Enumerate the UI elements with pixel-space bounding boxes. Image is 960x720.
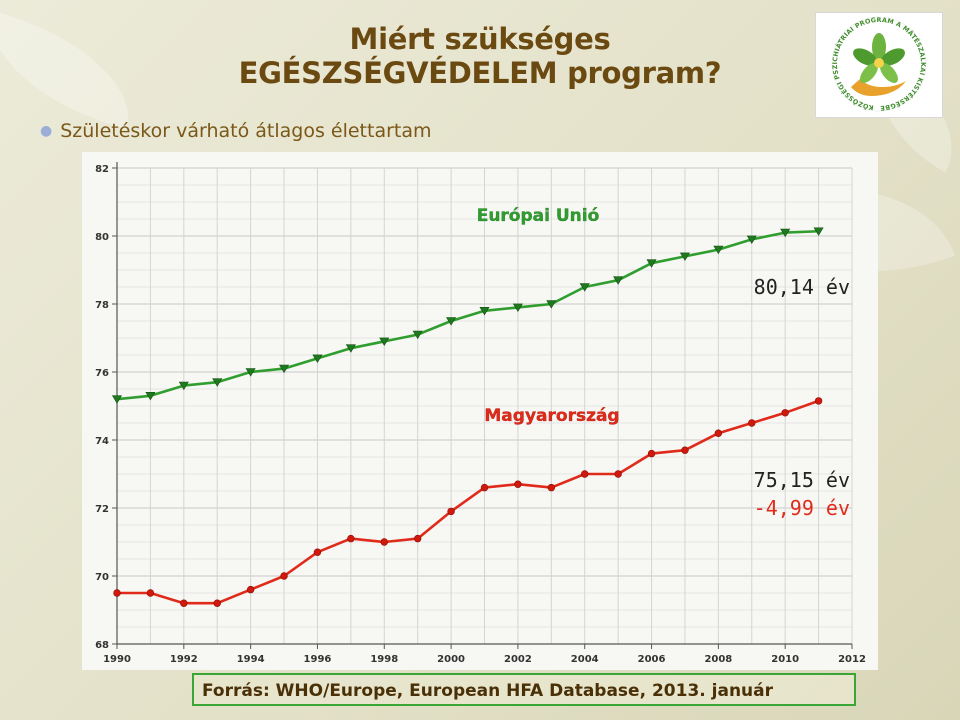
data-point-hungary: [213, 599, 221, 607]
eu-value-annotation: 80,14 év: [754, 275, 850, 299]
data-point-hungary: [380, 538, 388, 546]
bullet-text: Születéskor várható átlagos élettartam: [60, 120, 432, 142]
data-point-eu: [546, 300, 557, 309]
legend-label-eu: Európai Unió: [477, 206, 600, 226]
data-point-hungary: [714, 429, 723, 437]
x-tick-label: 2006: [638, 654, 666, 665]
y-tick-label: 72: [95, 504, 109, 515]
data-point-eu: [713, 245, 724, 255]
x-tick-label: 2008: [704, 654, 732, 665]
data-point-eu: [245, 368, 256, 377]
program-logo-graphic: KÖZÖSSÉGI PSZICHIÁTRIAI PROGRAM A MÁTÉSZ…: [813, 7, 927, 112]
y-tick-label: 70: [95, 572, 109, 583]
data-point-hungary: [180, 599, 188, 607]
y-tick-label: 74: [95, 436, 109, 447]
x-tick-label: 1992: [170, 654, 198, 665]
data-point-hungary: [246, 585, 255, 594]
data-point-hungary: [347, 534, 355, 543]
data-point-hungary: [413, 534, 422, 543]
data-point-eu: [613, 276, 624, 285]
y-tick-label: 68: [95, 640, 109, 651]
data-point-hungary: [514, 480, 522, 488]
data-point-hungary: [280, 572, 288, 580]
data-point-hungary: [681, 446, 689, 454]
source-box: Forrás: WHO/Europe, European HFA Databas…: [192, 673, 856, 706]
data-point-eu: [412, 330, 423, 340]
chart-series: [111, 227, 824, 607]
data-point-eu: [145, 392, 156, 401]
data-point-hungary: [447, 507, 455, 516]
gap-annotation: -4,99 év: [754, 496, 850, 520]
data-point-eu: [746, 235, 757, 244]
data-point-hungary: [146, 589, 155, 597]
data-point-eu: [646, 259, 657, 268]
x-tick-label: 1998: [370, 654, 398, 665]
program-logo: KÖZÖSSÉGI PSZICHIÁTRIAI PROGRAM A MÁTÉSZ…: [813, 7, 943, 118]
line-chart-svg: 68 70 72 74 76 78 80 82 1990 1992 1994 1996 1998 2000…: [82, 152, 878, 670]
chart-axes: 68 70 72 74 76 78 80 82 1990 1992 1994 1996 1998 2000…: [95, 162, 866, 665]
data-point-eu: [178, 381, 189, 391]
x-tick-label: 1990: [103, 654, 131, 665]
green-leaf-flower-in-hand-icon: [851, 33, 906, 96]
data-point-hungary: [614, 470, 622, 478]
series-line-eu: [116, 229, 819, 401]
data-point-hungary: [814, 397, 823, 405]
y-tick-label: 80: [95, 232, 109, 243]
x-tick-label: 2002: [504, 654, 532, 665]
data-point-eu: [312, 354, 323, 363]
bullet-dot-icon: ●: [40, 123, 53, 139]
data-point-eu: [512, 303, 523, 312]
chart-background: [82, 152, 878, 670]
slide-title: Miért szükséges EGÉSZSÉGVÉDELEM program?: [230, 22, 730, 90]
data-point-hungary: [647, 449, 656, 458]
chart-grid: [116, 167, 853, 645]
hungary-value-annotation: 75,15 év: [754, 468, 850, 492]
background-leaf-decoration: [0, 10, 148, 130]
data-point-eu: [780, 228, 791, 238]
life-expectancy-chart: 68 70 72 74 76 78 80 82 1990 1992 1994 1996 1998 2000…: [82, 152, 878, 670]
data-point-eu: [813, 227, 824, 236]
x-tick-label: 1996: [304, 654, 332, 665]
data-point-hungary: [781, 409, 789, 417]
data-point-hungary: [480, 483, 489, 492]
legend-label-hungary: Magyarország: [484, 406, 619, 426]
data-point-eu: [579, 283, 590, 292]
bullet-item: ● Születéskor várható átlagos élettartam: [40, 120, 432, 142]
data-point-eu: [446, 317, 457, 326]
data-point-eu: [679, 252, 690, 261]
data-point-hungary: [748, 419, 756, 427]
data-point-hungary: [581, 470, 589, 478]
data-point-eu: [345, 344, 356, 353]
x-tick-label: 2000: [437, 654, 465, 665]
data-point-eu: [479, 307, 490, 316]
source-text: Forrás: WHO/Europe, European HFA Databas…: [202, 681, 774, 701]
data-point-eu: [279, 364, 290, 374]
y-tick-label: 76: [95, 368, 109, 379]
series-line-hungary: [117, 399, 820, 605]
data-point-hungary: [113, 589, 121, 597]
x-tick-label: 2010: [771, 654, 799, 665]
y-tick-label: 78: [95, 300, 109, 311]
x-tick-label: 2004: [571, 654, 599, 665]
data-point-eu: [111, 395, 123, 404]
x-tick-label: 1994: [237, 654, 265, 665]
data-point-eu: [379, 337, 390, 346]
data-point-eu: [212, 378, 223, 387]
x-tick-label: 2012: [838, 654, 866, 665]
slide-title-line-1: Miért szükséges: [349, 22, 611, 56]
y-tick-label: 82: [95, 164, 109, 175]
data-point-hungary: [547, 483, 556, 492]
slide-title-line-2: EGÉSZSÉGVÉDELEM program?: [238, 56, 722, 90]
data-point-hungary: [313, 548, 322, 556]
chart-labels: Európai Unió Magyarország 80,14 év 75,15…: [477, 206, 850, 520]
